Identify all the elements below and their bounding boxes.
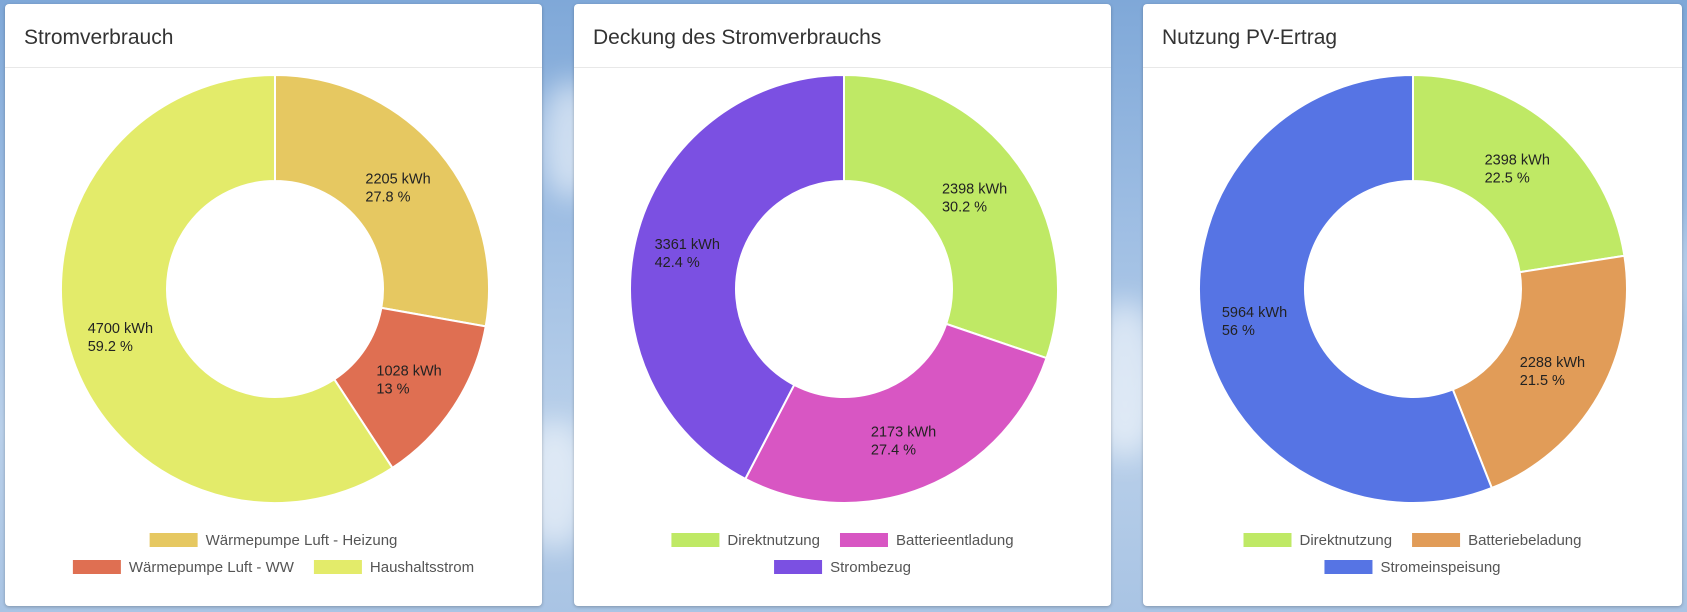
card-title: Nutzung PV-Ertrag <box>1143 4 1682 68</box>
slice-value-label: 1028 kWh <box>376 364 441 380</box>
slice-value-label: 2398 kWh <box>942 181 1007 197</box>
slice-value-label: 3361 kWh <box>655 237 720 253</box>
chart-card-deckung: Deckung des Stromverbrauchs 2398 kWh 30.2… <box>574 4 1111 606</box>
slice-value-label: 2398 kWh <box>1485 153 1550 169</box>
legend-swatch-waermepumpe-luft-heizung[interactable] <box>149 533 198 547</box>
donut-chart-deckung: 2398 kWh 30.2 % 2173 kWh 27.4 % 3361 kWh 42.4… <box>629 73 1059 576</box>
slice-percent-label: 27.8 % <box>365 190 410 206</box>
donut-slice-stromeinspeisung[interactable] <box>1198 73 1494 504</box>
legend-swatch-batteriebeladung[interactable] <box>1412 533 1461 547</box>
legend-label-batterieentladung[interactable]: Batterieentladung <box>896 532 1014 549</box>
slice-percent-label: 56 % <box>1222 323 1255 339</box>
chart-card-pv-ertrag: Nutzung PV-Ertrag 2398 kWh 22.5 % 2288 kWh… <box>1143 4 1682 606</box>
legend-label-waermepumpe-luft-ww[interactable]: Wärmepumpe Luft - WW <box>129 559 295 576</box>
slice-percent-label: 13 % <box>376 382 409 398</box>
slice-percent-label: 42.4 % <box>655 255 700 271</box>
slice-value-label: 5964 kWh <box>1222 305 1287 321</box>
legend-label-waermepumpe-luft-heizung[interactable]: Wärmepumpe Luft - Heizung <box>206 532 398 549</box>
donut-slice-haushaltsstrom[interactable] <box>60 73 394 504</box>
slice-percent-label: 27.4 % <box>871 442 916 458</box>
legend-swatch-stromeinspeisung[interactable] <box>1324 560 1373 574</box>
legend-label-batteriebeladung[interactable]: Batteriebeladung <box>1468 532 1581 549</box>
legend-swatch-haushaltsstrom[interactable] <box>313 560 362 574</box>
donut-chart-pv-ertrag: 2398 kWh 22.5 % 2288 kWh 21.5 % 5964 kWh 56 %… <box>1198 73 1628 576</box>
legend-swatch-direktnutzung[interactable] <box>1243 533 1292 547</box>
slice-percent-label: 22.5 % <box>1485 171 1530 187</box>
donut-slice-batteriebeladung[interactable] <box>1451 254 1628 490</box>
slice-percent-label: 21.5 % <box>1520 373 1565 389</box>
donut-slice-strombezug[interactable] <box>629 73 845 481</box>
card-title: Deckung des Stromverbrauchs <box>574 4 1111 68</box>
donut-slice-batterieentladung[interactable] <box>743 322 1048 504</box>
legend-swatch-waermepumpe-luft-ww[interactable] <box>72 560 121 574</box>
chart-card-stromverbrauch: Stromverbrauch 2205 kWh 27.8 % 1028 kWh 13 … <box>5 4 542 606</box>
legend-label-direktnutzung[interactable]: Direktnutzung <box>1300 532 1393 549</box>
legend-label-strombezug[interactable]: Strombezug <box>830 559 911 576</box>
donut-chart-stromverbrauch: 2205 kWh 27.8 % 1028 kWh 13 % 4700 kWh 59.2 %… <box>60 73 490 576</box>
donut-slice-waermepumpe-luft-heizung[interactable] <box>274 73 490 328</box>
legend-swatch-strombezug[interactable] <box>774 560 823 574</box>
slice-value-label: 2173 kWh <box>871 424 936 440</box>
legend-swatch-direktnutzung[interactable] <box>671 533 720 547</box>
donut-slice-direktnutzung[interactable] <box>843 73 1059 360</box>
legend-label-stromeinspeisung[interactable]: Stromeinspeisung <box>1380 559 1500 576</box>
slice-value-label: 4700 kWh <box>88 321 153 337</box>
slice-value-label: 2288 kWh <box>1520 355 1585 371</box>
legend-label-direktnutzung[interactable]: Direktnutzung <box>727 532 820 549</box>
legend-label-haushaltsstrom[interactable]: Haushaltsstrom <box>370 559 474 576</box>
donut-slice-direktnutzung[interactable] <box>1412 73 1626 274</box>
slice-value-label: 2205 kWh <box>365 172 430 188</box>
legend-swatch-batterieentladung[interactable] <box>839 533 888 547</box>
slice-percent-label: 30.2 % <box>942 199 987 215</box>
slice-percent-label: 59.2 % <box>88 339 133 355</box>
card-title: Stromverbrauch <box>5 4 542 68</box>
